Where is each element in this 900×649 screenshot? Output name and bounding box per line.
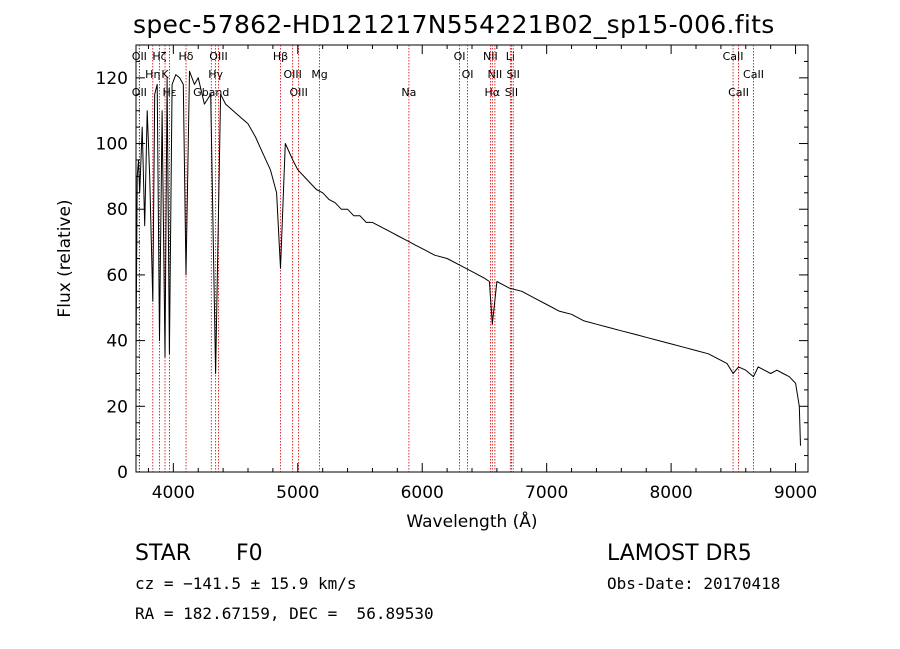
spectrum-line	[135, 70, 801, 446]
line-marker-label: Hδ	[179, 50, 194, 63]
x-tick-label: 4000	[152, 483, 195, 503]
survey-label: LAMOST DR5	[607, 541, 752, 566]
y-tick-label: 120	[96, 69, 128, 89]
line-marker-label: CaII	[723, 50, 744, 63]
line-marker-label: Hα	[485, 86, 501, 99]
line-marker-label: OI	[454, 50, 466, 63]
chart-title: spec-57862-HD121217N554221B02_sp15-006.f…	[133, 10, 775, 39]
line-marker-label: OI	[462, 68, 474, 81]
x-tick-label: 7000	[525, 483, 568, 503]
plot-frame	[135, 44, 809, 473]
sky-coordinates: RA = 182.67159, DEC = 56.89530	[135, 604, 434, 623]
line-marker-label: CaII	[728, 86, 749, 99]
line-marker-label: OIII	[209, 50, 227, 63]
line-marker-label: Hη	[145, 68, 160, 81]
y-tick-label: 0	[117, 463, 128, 483]
x-tick-label: 5000	[276, 483, 319, 503]
line-marker-label: Hβ	[273, 50, 288, 63]
x-tick-label: 6000	[401, 483, 444, 503]
y-tick-label: 80	[106, 200, 128, 220]
line-marker-label: Gband	[193, 86, 229, 99]
y-tick-label: 100	[96, 135, 128, 155]
line-marker-label: SII	[506, 68, 519, 81]
line-marker-label: SII	[505, 86, 518, 99]
y-tick-label: 40	[106, 332, 128, 352]
line-marker-label: Hε	[162, 86, 176, 99]
line-marker-label: Hζ	[152, 50, 166, 63]
line-marker-label: Hγ	[208, 68, 223, 81]
y-tick-label: 60	[106, 266, 128, 286]
line-marker-label: Li	[506, 50, 515, 63]
y-axis-label: Flux (relative)	[55, 199, 75, 317]
object-subclass: F0	[236, 541, 263, 566]
line-marker-label: OII	[132, 86, 147, 99]
line-marker-label: Mg	[311, 68, 327, 81]
y-tick-label: 20	[106, 397, 128, 417]
observation-date: Obs-Date: 20170418	[607, 574, 781, 593]
line-marker-label: OII	[132, 50, 147, 63]
line-marker-label: CaII	[743, 68, 764, 81]
x-axis-label: Wavelength (Å)	[406, 510, 537, 532]
line-marker-label: OIII	[283, 68, 301, 81]
x-tick-label: 9000	[774, 483, 817, 503]
line-marker-label: OIII	[289, 86, 307, 99]
object-class: STAR	[135, 541, 192, 566]
line-marker-label: NII	[488, 68, 503, 81]
line-marker-label: Na	[401, 86, 416, 99]
redshift-velocity: cz = −141.5 ± 15.9 km/s	[135, 574, 357, 593]
line-marker-label: NII	[483, 50, 498, 63]
line-marker-label: K	[161, 68, 169, 81]
x-tick-label: 8000	[649, 483, 692, 503]
